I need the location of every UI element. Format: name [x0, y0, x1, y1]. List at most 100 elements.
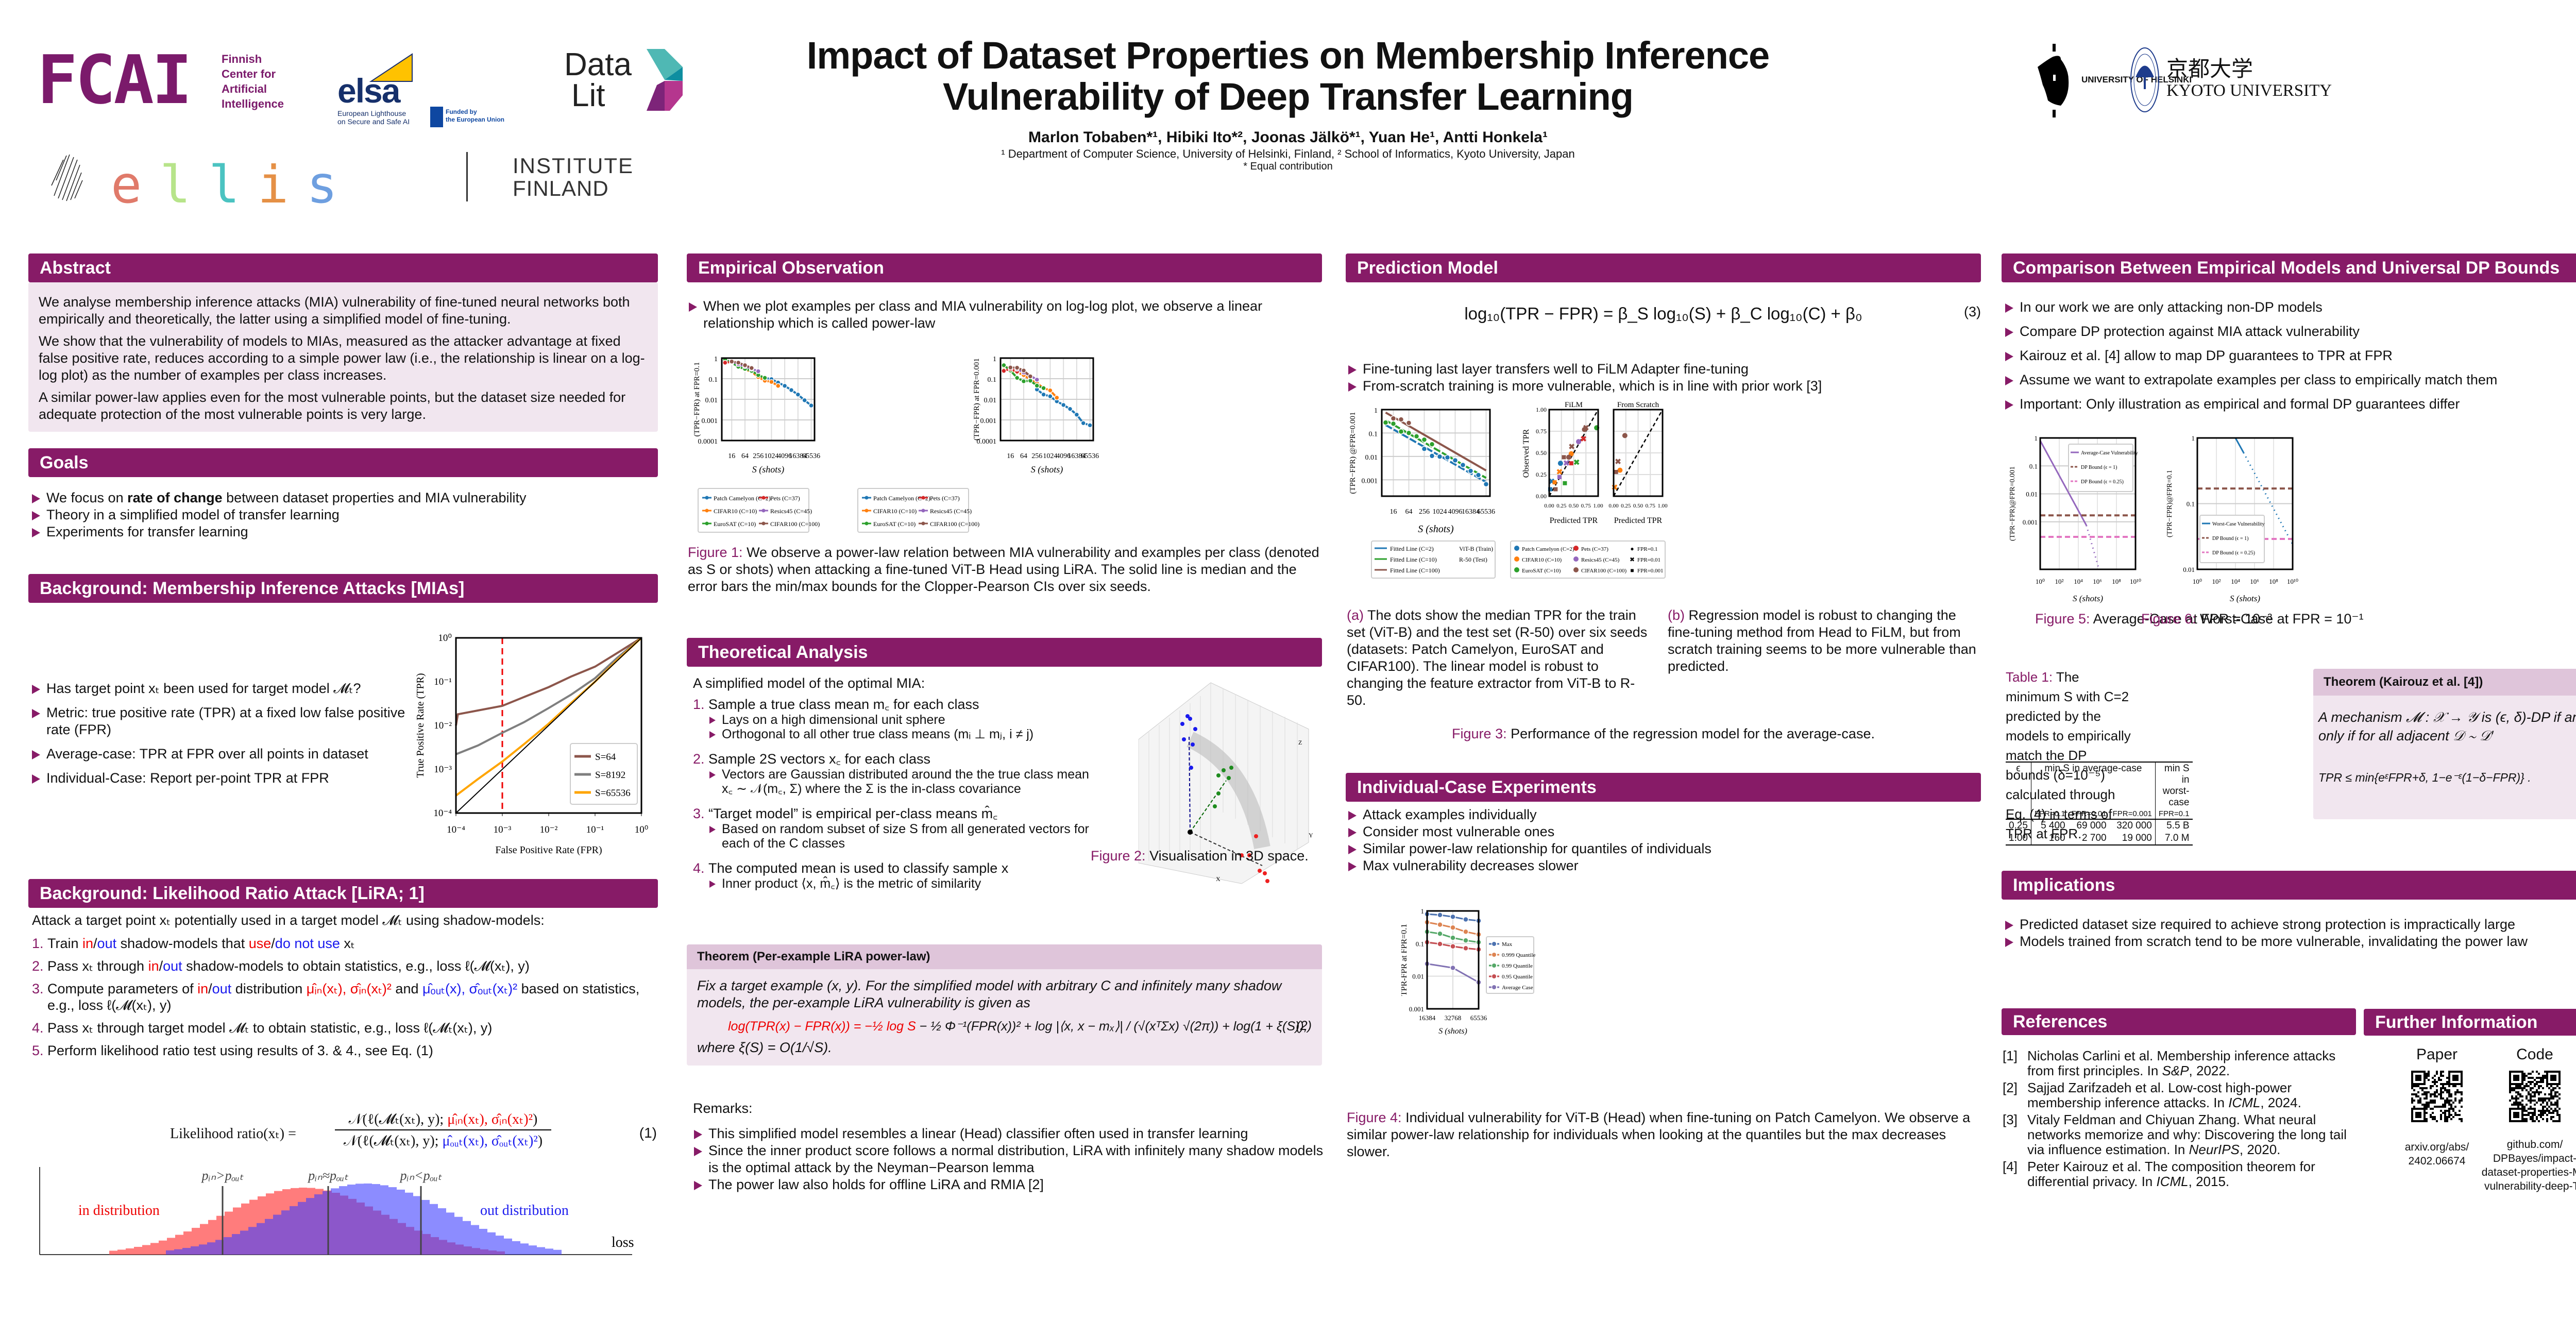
qr-module [2417, 1091, 2419, 1093]
qr-module [2556, 1083, 2558, 1085]
qr-module [2456, 1114, 2459, 1116]
qr-module [2515, 1104, 2517, 1106]
in-hist-bar [150, 1243, 159, 1255]
code-link[interactable]: github.com/ DPBayes/impact-dataset-prope… [2481, 1139, 2576, 1192]
qr-module [2446, 1097, 2448, 1100]
qr-module [2556, 1085, 2558, 1087]
qr-module [2530, 1073, 2532, 1075]
x-tick-label: 10² [2212, 578, 2221, 585]
qr-module [2454, 1112, 2456, 1114]
qr-module [2550, 1118, 2552, 1120]
individual-header: Individual-Case Experiments [1346, 773, 1981, 802]
qr-module [2417, 1116, 2419, 1118]
qr-module [2534, 1093, 2536, 1095]
qr-module [2521, 1075, 2523, 1077]
y-tick-label: 1 [1374, 407, 1378, 415]
data-point [1450, 924, 1456, 931]
x-tick-label: 10⁴ [2074, 578, 2083, 585]
qr-module [2532, 1077, 2534, 1079]
qr-module [2434, 1116, 2436, 1118]
lira-steps: 1. Train in/out shadow-models that use/do… [32, 935, 655, 1059]
qr-module [2411, 1102, 2413, 1104]
lira-section: Attack a target point xₜ potentially use… [32, 912, 655, 1065]
references-list: [1] Nicholas Carlini et al. Membership in… [2003, 1049, 2358, 1191]
qr-module [2415, 1075, 2417, 1077]
qr-module [2413, 1071, 2415, 1073]
qr-module [2413, 1083, 2415, 1085]
mia-item: Individual-Case: Report per-point TPR at… [31, 770, 412, 787]
legend-label: Average-Case Vulnerability [2081, 450, 2138, 456]
qr-module [2426, 1102, 2428, 1104]
abstract-header: Abstract [28, 253, 658, 282]
x-tick-label: 32768 [1445, 1014, 1462, 1022]
qr-module [2442, 1075, 2444, 1077]
qr-module [2542, 1112, 2544, 1114]
qr-module [2436, 1120, 2438, 1122]
legend-label: DP Bound (ϵ = 0.25) [2212, 550, 2255, 556]
qr-module [2450, 1083, 2452, 1085]
qr-module [2411, 1110, 2413, 1112]
qr-module [2530, 1106, 2532, 1108]
qr-module [2450, 1114, 2452, 1116]
qr-module [2544, 1097, 2546, 1100]
elsa-logo: elsa European Lighthouse on Secure and S… [337, 52, 544, 129]
qr-module [2428, 1079, 2430, 1081]
lira-histogram: pᵢₙ>pₒᵤₜ pᵢₙ≈pₒᵤₜ pᵢₙ<pₒᵤₜ in distribution o… [39, 1167, 634, 1255]
paper-link[interactable]: arxiv.org/abs/ 2402.06674 [2404, 1141, 2469, 1167]
qr-module [2421, 1093, 2424, 1095]
qr-module [2444, 1110, 2446, 1112]
code-qr-code-icon[interactable] [2509, 1071, 2561, 1122]
plot-frame [2039, 437, 2137, 570]
qr-module [2452, 1071, 2454, 1073]
y-tick-label: 10⁻³ [434, 764, 452, 775]
legend-box [698, 488, 809, 533]
x-tick-label: 64 [1020, 452, 1027, 460]
qr-module [2517, 1116, 2519, 1118]
qr-module [2448, 1079, 2450, 1081]
legend-label: DP Bound (ϵ = 1) [2212, 536, 2248, 542]
legend-label: FPR=0.001 [1637, 568, 1664, 574]
mia-item: Has target point xₜ been used for target… [31, 680, 412, 697]
fcai-logo: FCAI [37, 46, 192, 113]
data-point [1450, 965, 1456, 971]
qr-module [2434, 1093, 2436, 1095]
x-tick-label: 10⁴ [2231, 578, 2240, 585]
qr-module [2552, 1116, 2554, 1118]
legend-marker [921, 509, 925, 513]
qr-module [2448, 1108, 2450, 1110]
x-tick-label: 10² [2055, 578, 2064, 585]
qr-module [2515, 1116, 2517, 1118]
legend-marker [1514, 567, 1519, 572]
legend-label: CIFAR10 (C=10) [1522, 557, 1562, 563]
qr-module [2540, 1112, 2542, 1114]
qr-module [2428, 1071, 2430, 1073]
qr-module [2440, 1106, 2442, 1108]
theory-substep: Orthogonal to all other true class means… [708, 727, 1095, 741]
data-point [1475, 472, 1482, 478]
x-axis-label: S (shots) [2073, 594, 2103, 603]
legend-label: Max [1502, 941, 1513, 948]
qr-module [2454, 1083, 2456, 1085]
figure-2-3d-plot: Z Y X [1138, 682, 1313, 884]
qr-module [2415, 1071, 2417, 1073]
qr-module [2424, 1114, 2426, 1116]
qr-module [2532, 1120, 2534, 1122]
y-tick-label: 0.00 [1536, 493, 1547, 500]
qr-module [2534, 1100, 2536, 1102]
paper-qr-code-icon[interactable] [2411, 1071, 2463, 1122]
qr-module [2550, 1091, 2552, 1093]
x-tick-label: 10¹⁰ [2130, 578, 2141, 585]
x-tick-label: 0.75 [1581, 503, 1591, 509]
qr-module [2536, 1083, 2538, 1085]
theory-step: 3. “Target model” is empirical per-class … [693, 805, 1095, 851]
theory-substep: Vectors are Gaussian distributed around … [708, 767, 1095, 796]
helsinki-logo: UNIVERSITY OF HELSINKI [2038, 44, 2192, 121]
qr-module [2554, 1075, 2556, 1077]
qr-module [2519, 1120, 2521, 1122]
qr-module [2526, 1097, 2528, 1100]
qr-module [2432, 1085, 2434, 1087]
mia-header: Background: Membership Inference Attacks… [28, 574, 658, 603]
y-tick-label: 0.001 [2023, 518, 2038, 526]
out-hist-bar [487, 1232, 496, 1255]
data-point [1562, 455, 1566, 460]
